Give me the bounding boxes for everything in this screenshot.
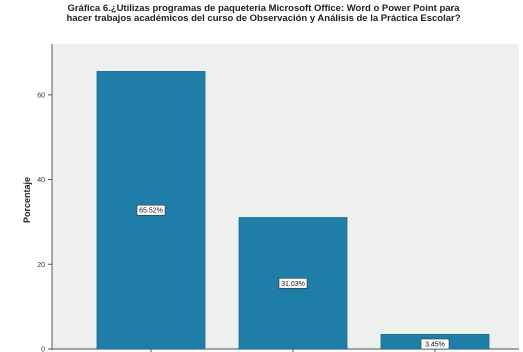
data-label-box-1 — [136, 204, 166, 216]
data-label-1: 65.52% — [139, 208, 163, 215]
chart-title: Gráfica 6.¿Utilizas programas de paquete… — [6, 4, 521, 24]
y-tick-label: 20 — [37, 262, 45, 269]
chart-title-line-2: hacer trabajos académicos del curso de O… — [66, 13, 461, 24]
y-axis-label: Porcentaje — [22, 177, 32, 223]
data-label-box-3 — [420, 338, 450, 350]
chart-title-line-1: Gráfica 6.¿Utilizas programas de paquete… — [67, 3, 460, 14]
data-label-3: 3.45% — [425, 342, 445, 349]
data-labels: 65.52% 31.03% 3.45% — [136, 204, 450, 350]
y-tick-label: 40 — [37, 177, 45, 184]
y-tick-label: 60 — [37, 92, 45, 99]
y-tick-label: 0 — [41, 347, 45, 352]
data-label-2: 31.03% — [281, 281, 305, 288]
data-label-box-2 — [278, 277, 308, 289]
y-axis-ticks: 0 20 40 60 — [37, 92, 52, 352]
